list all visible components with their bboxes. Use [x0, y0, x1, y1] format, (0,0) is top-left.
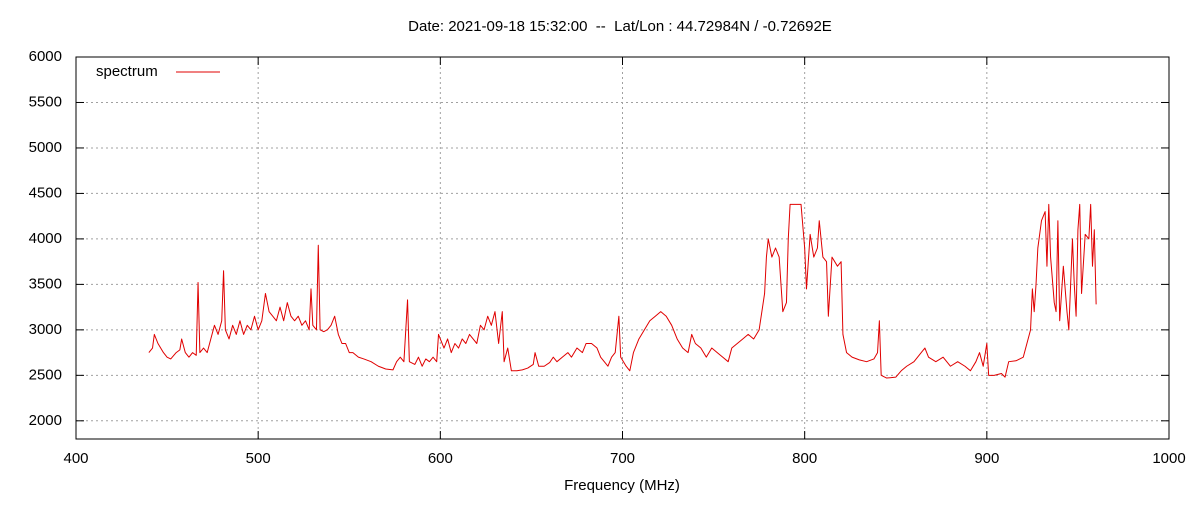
x-tick-label: 500: [246, 450, 271, 467]
x-tick-label: 800: [792, 450, 817, 467]
y-tick-label: 5500: [29, 93, 62, 110]
y-tick-label: 3500: [29, 275, 62, 292]
y-tick-label: 2500: [29, 366, 62, 383]
x-tick-label: 900: [974, 450, 999, 467]
x-tick-label: 700: [610, 450, 635, 467]
legend-label: spectrum: [96, 63, 158, 80]
y-tick-label: 3000: [29, 321, 62, 338]
plot-border: [75, 56, 1170, 440]
x-axis-label: Frequency (MHz): [564, 477, 680, 494]
y-tick-label: 4500: [29, 184, 62, 201]
spectrum-line: [148, 203, 1097, 379]
y-tick-label: 6000: [29, 48, 62, 65]
y-tick-label: 2000: [29, 412, 62, 429]
y-tick-label: 4000: [29, 230, 62, 247]
y-tick-label: 5000: [29, 139, 62, 156]
x-tick-label: 400: [63, 450, 88, 467]
x-tick-label: 600: [428, 450, 453, 467]
x-tick-label: 1000: [1152, 450, 1185, 467]
chart-title: Date: 2021-09-18 15:32:00 -- Lat/Lon : 4…: [408, 18, 832, 35]
